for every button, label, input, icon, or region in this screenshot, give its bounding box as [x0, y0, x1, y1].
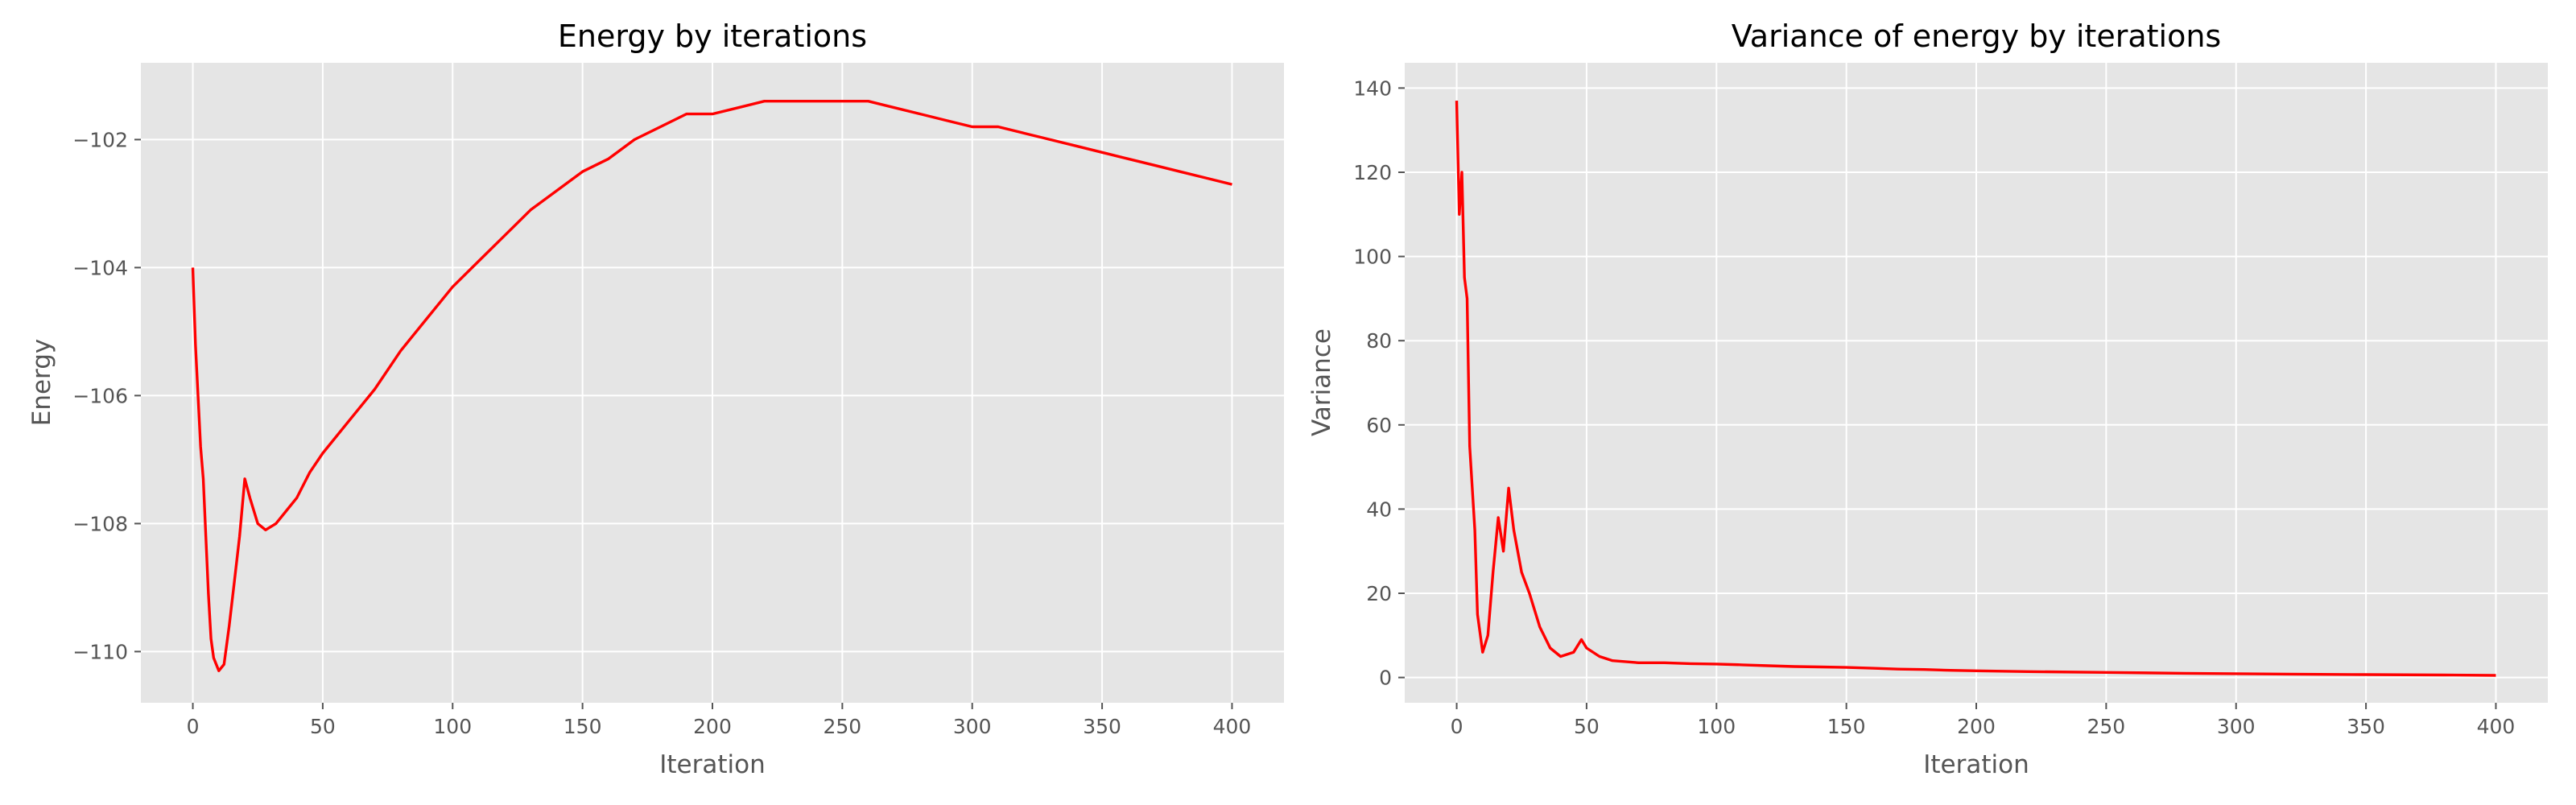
variance-ticks: 0 50 100 150 200 250 300 350 400 0 20 40 60 80 100 120 1… — [1353, 76, 2515, 738]
energy-series-line — [191, 99, 1232, 672]
energy-y-tick-label: −108 — [72, 512, 128, 535]
variance-y-tick-label: 60 — [1366, 414, 1392, 437]
variance-y-tick-label: 140 — [1353, 76, 1392, 100]
energy-y-tick-label: −104 — [72, 256, 128, 279]
variance-x-tick-label: 200 — [1957, 715, 1996, 738]
variance-y-tick-label: 0 — [1379, 667, 1392, 690]
energy-y-tick-label: −110 — [72, 640, 128, 663]
variance-x-tick-label: 100 — [1697, 715, 1736, 738]
energy-series — [191, 99, 1232, 672]
variance-y-tick-label: 100 — [1353, 246, 1392, 269]
energy-grid — [141, 63, 1284, 703]
variance-y-tick-label: 80 — [1366, 329, 1392, 353]
energy-x-tick-label: 400 — [1213, 715, 1252, 738]
variance-x-tick-label: 150 — [1827, 715, 1866, 738]
variance-y-axis-label: Variance — [1307, 328, 1336, 436]
variance-x-tick-label: 50 — [1574, 715, 1600, 738]
energy-x-tick-label: 150 — [564, 715, 602, 738]
energy-x-tick-label: 100 — [433, 715, 472, 738]
variance-chart-title: Variance of energy by iterations — [1732, 19, 2221, 54]
variance-grid — [1405, 63, 2548, 703]
energy-y-tick-label: −102 — [72, 128, 128, 151]
variance-x-tick-label: 350 — [2347, 715, 2385, 738]
variance-x-tick-label: 0 — [1451, 715, 1463, 738]
energy-y-axis-label: Energy — [27, 339, 56, 427]
variance-x-tick-label: 400 — [2477, 715, 2516, 738]
energy-x-tick-label: 0 — [187, 715, 200, 738]
variance-y-tick-label: 120 — [1353, 161, 1392, 184]
variance-series — [1455, 101, 2496, 677]
variance-x-axis-label: Iteration — [1923, 750, 2029, 779]
energy-chart: 0 50 100 150 200 250 300 350 400 −110 −108 −106 −104… — [27, 19, 1284, 779]
energy-chart-title: Energy by iterations — [558, 19, 867, 54]
variance-x-tick-label: 250 — [2087, 715, 2126, 738]
energy-ticks: 0 50 100 150 200 250 300 350 400 −110 −108 −106 −104… — [72, 128, 1251, 738]
variance-y-tick-label: 40 — [1366, 497, 1392, 521]
variance-y-tick-label: 20 — [1366, 582, 1392, 605]
energy-x-tick-label: 200 — [693, 715, 732, 738]
energy-x-tick-label: 250 — [824, 715, 862, 738]
energy-x-axis-label: Iteration — [659, 750, 766, 779]
variance-x-tick-label: 300 — [2217, 715, 2256, 738]
variance-series-line — [1455, 101, 2496, 677]
energy-x-tick-label: 350 — [1083, 715, 1121, 738]
variance-chart: 0 50 100 150 200 250 300 350 400 0 20 40 60 80 100 120 1… — [1307, 19, 2548, 779]
energy-y-tick-label: −106 — [72, 384, 128, 407]
energy-x-tick-label: 300 — [953, 715, 992, 738]
energy-x-tick-label: 50 — [310, 715, 336, 738]
